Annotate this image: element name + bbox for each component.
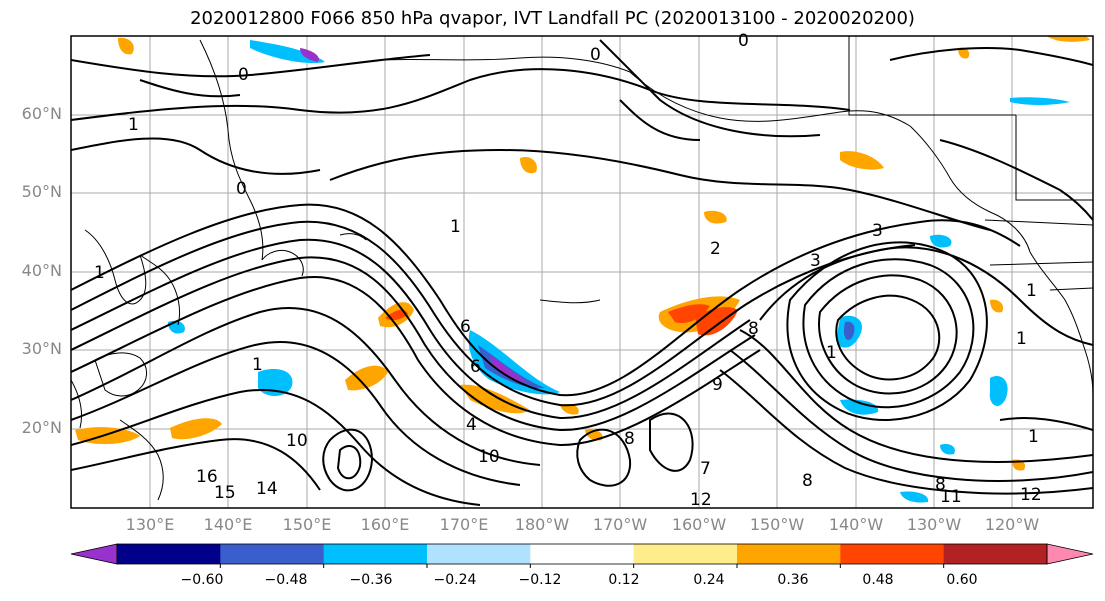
colorbar-tick-label: −0.36 [349, 572, 393, 588]
lat-label: 20°N [21, 418, 62, 437]
contour-label: 10 [478, 447, 500, 467]
contour-label: 6 [470, 357, 481, 377]
colorbar-frame [116, 543, 1048, 565]
lon-label: 150°E [282, 515, 332, 534]
lon-label: 140°E [203, 515, 253, 534]
colorbar-segment [220, 544, 325, 564]
contour-label: 15 [214, 483, 236, 503]
contour-label: 0 [238, 65, 249, 85]
contour-label: 8 [624, 429, 635, 449]
contour-label: 1 [128, 115, 139, 135]
lon-label: 130°W [906, 515, 962, 534]
contour-label: 1 [450, 217, 461, 237]
contour-labels: 1 0 0 1 0 2 6 6 3 3 1 1 8 9 4 8 7 8 10 1… [94, 31, 1042, 510]
map-title: 2020012800 F066 850 hPa qvapor, IVT Land… [190, 8, 915, 29]
colorbar-segment [427, 544, 531, 564]
lat-label: 40°N [21, 261, 62, 280]
colorbar-tick-label: −0.12 [518, 572, 562, 588]
contour-label: 12 [690, 490, 712, 510]
lon-label: 130°E [125, 515, 175, 534]
colorbar-tick-label: −0.48 [264, 572, 308, 588]
contour-label: 8 [802, 471, 813, 491]
contour-label: 1 [252, 355, 263, 375]
contour-label: 2 [710, 239, 721, 259]
coastlines [71, 36, 1093, 501]
colorbar-segment [943, 544, 1048, 564]
lon-label: 150°W [749, 515, 805, 534]
colorbar-segment [633, 544, 738, 564]
colorbar-arrow-high [1046, 543, 1094, 565]
ivt-contours [71, 39, 1093, 506]
lon-label: 120°W [984, 515, 1040, 534]
colorbar-tick-label: 0.60 [946, 572, 978, 588]
contour-label: 16 [196, 467, 218, 487]
colorbar-tick-label: 0.48 [862, 572, 894, 588]
contour-label: 14 [256, 479, 278, 499]
colorbar-segment [117, 544, 221, 564]
contour-label: 4 [466, 415, 477, 435]
colorbar-segment [530, 544, 635, 564]
contour-label: 1 [1026, 281, 1037, 301]
colorbar-tick-label: 0.12 [608, 572, 640, 588]
contour-label: 1 [1016, 329, 1027, 349]
colorbar-segment [840, 544, 945, 564]
colorbar [70, 543, 1094, 568]
contour-label: 0 [738, 31, 749, 51]
contour-label: 3 [872, 221, 883, 241]
lat-label: 30°N [21, 339, 62, 358]
contour-label: 1 [1028, 427, 1039, 447]
colorbar-tick-label: −0.60 [180, 572, 224, 588]
lon-label: 140°W [828, 515, 884, 534]
contour-label: 6 [460, 317, 471, 337]
contour-label: 10 [286, 431, 308, 451]
colorbar-tick-label: −0.24 [433, 572, 477, 588]
colorbar-tick-label: 0.24 [693, 572, 725, 588]
colorbar-tick-label: 0.36 [777, 572, 809, 588]
colorbar-segment [737, 544, 841, 564]
lon-label: 160°W [671, 515, 727, 534]
lat-label: 50°N [21, 182, 62, 201]
contour-label: 9 [712, 375, 723, 395]
lon-label: 180°W [514, 515, 570, 534]
contour-label: 0 [236, 179, 247, 199]
lat-label: 60°N [21, 104, 62, 123]
colorbar-segment [323, 544, 428, 564]
contour-label: 0 [590, 45, 601, 65]
contour-label: 1 [826, 343, 837, 363]
contour-label: 8 [935, 475, 946, 495]
contour-label: 3 [810, 251, 821, 271]
lon-label: 160°E [360, 515, 410, 534]
contour-label: 1 [94, 263, 105, 283]
contour-label: 12 [1020, 485, 1042, 505]
map-frame [70, 35, 1094, 509]
lon-label: 170°W [592, 515, 648, 534]
contour-label: 11 [940, 487, 962, 507]
lon-label: 170°E [439, 515, 489, 534]
contour-label: 8 [748, 319, 759, 339]
colorbar-arrow-low [70, 543, 118, 565]
contour-label: 7 [700, 459, 711, 479]
